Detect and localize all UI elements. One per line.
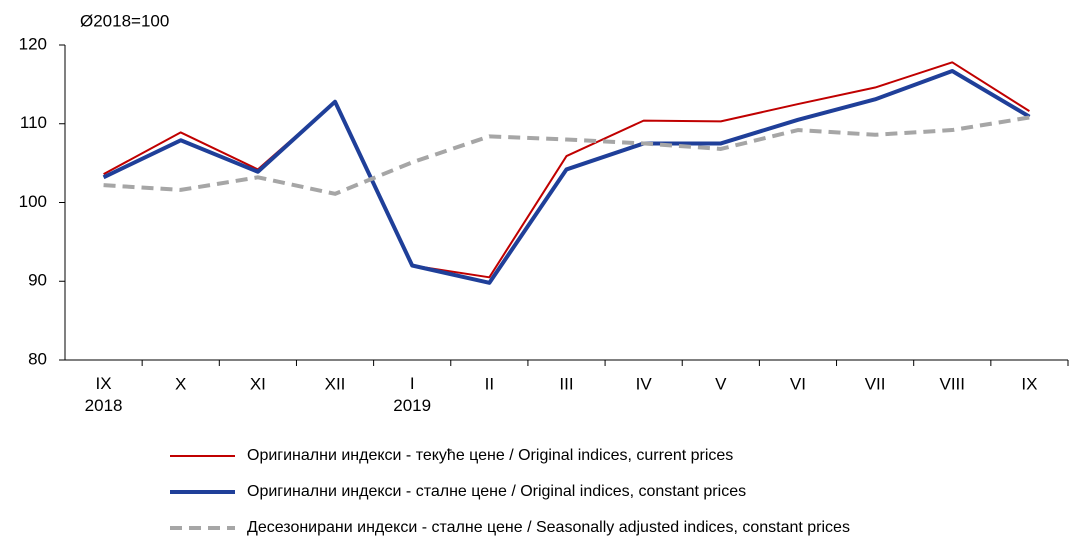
- y-tick-label: 80: [28, 349, 47, 368]
- x-tick-label: V: [715, 374, 727, 393]
- x-tick-label: IX: [1021, 374, 1037, 393]
- legend-label: Десезонирани индекси - сталне цене / Sea…: [247, 519, 850, 536]
- x-tick-label: II: [485, 374, 494, 393]
- x-tick-label: VIII: [940, 374, 966, 393]
- x-tick-label: IX 2018: [85, 374, 123, 415]
- x-tick-label: VII: [865, 374, 886, 393]
- x-tick-label: XI: [250, 374, 266, 393]
- legend-label: Оригинални индекси - текуће цене / Origi…: [247, 447, 733, 464]
- y-tick-label: 120: [19, 34, 47, 53]
- y-tick-label: 110: [20, 113, 47, 132]
- x-tick-label: X: [175, 374, 186, 393]
- y-tick-label: 100: [19, 192, 47, 211]
- series-line: [103, 115, 1030, 196]
- axis-label: Ø2018=100: [80, 11, 169, 30]
- x-tick-label: III: [559, 374, 573, 393]
- x-tick-label: IV: [636, 374, 653, 393]
- series-line: [102, 68, 1031, 285]
- x-tick-label: XII: [325, 374, 346, 393]
- legend-label: Оригинални индекси - сталне цене / Origi…: [247, 483, 746, 500]
- x-tick-label: I 2019: [393, 374, 431, 415]
- y-tick-label: 90: [28, 271, 47, 290]
- x-tick-label: VI: [790, 374, 806, 393]
